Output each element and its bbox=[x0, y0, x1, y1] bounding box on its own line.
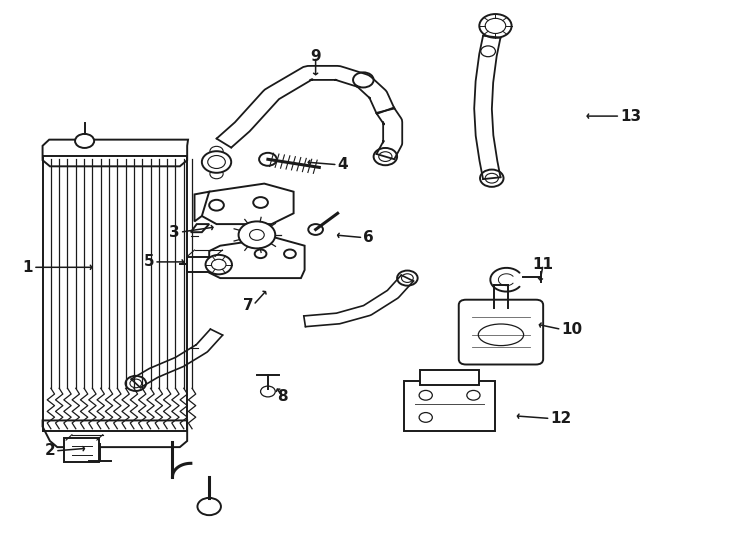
Circle shape bbox=[239, 221, 275, 248]
Polygon shape bbox=[43, 421, 187, 447]
Circle shape bbox=[481, 46, 495, 57]
Circle shape bbox=[485, 18, 506, 33]
Circle shape bbox=[210, 146, 223, 156]
Circle shape bbox=[480, 170, 504, 187]
Circle shape bbox=[206, 255, 232, 274]
Circle shape bbox=[253, 197, 268, 208]
Circle shape bbox=[130, 379, 142, 388]
Text: 9: 9 bbox=[310, 49, 321, 64]
Circle shape bbox=[197, 498, 221, 515]
Circle shape bbox=[401, 274, 413, 282]
Text: 5: 5 bbox=[144, 254, 154, 269]
Text: 7: 7 bbox=[243, 298, 253, 313]
Text: 6: 6 bbox=[363, 230, 374, 245]
Circle shape bbox=[210, 161, 223, 171]
Polygon shape bbox=[43, 140, 188, 166]
Polygon shape bbox=[209, 238, 305, 278]
Circle shape bbox=[75, 134, 94, 148]
Polygon shape bbox=[195, 192, 209, 221]
Circle shape bbox=[419, 413, 432, 422]
Circle shape bbox=[202, 151, 231, 173]
Text: 10: 10 bbox=[562, 322, 583, 337]
Circle shape bbox=[397, 271, 418, 286]
Circle shape bbox=[308, 224, 323, 235]
Circle shape bbox=[284, 249, 296, 258]
Polygon shape bbox=[202, 184, 294, 224]
Text: 3: 3 bbox=[170, 225, 180, 240]
FancyBboxPatch shape bbox=[420, 370, 479, 385]
Circle shape bbox=[467, 390, 480, 400]
Circle shape bbox=[209, 200, 224, 211]
Circle shape bbox=[479, 14, 512, 38]
Circle shape bbox=[210, 154, 223, 164]
Text: 12: 12 bbox=[550, 411, 572, 426]
Circle shape bbox=[210, 169, 223, 179]
Circle shape bbox=[211, 259, 226, 270]
Circle shape bbox=[259, 153, 277, 166]
FancyBboxPatch shape bbox=[404, 381, 495, 431]
Text: 8: 8 bbox=[277, 389, 288, 404]
Circle shape bbox=[261, 386, 275, 397]
Text: 11: 11 bbox=[533, 257, 553, 272]
Circle shape bbox=[379, 152, 392, 161]
FancyBboxPatch shape bbox=[64, 438, 99, 462]
Text: 1: 1 bbox=[23, 260, 33, 275]
Circle shape bbox=[485, 173, 498, 183]
Circle shape bbox=[353, 72, 374, 87]
Polygon shape bbox=[191, 224, 209, 232]
Text: 13: 13 bbox=[620, 109, 642, 124]
Text: 2: 2 bbox=[44, 443, 55, 458]
Text: 4: 4 bbox=[338, 157, 348, 172]
Circle shape bbox=[208, 156, 225, 168]
Polygon shape bbox=[187, 256, 215, 272]
Circle shape bbox=[419, 390, 432, 400]
Circle shape bbox=[250, 230, 264, 240]
Circle shape bbox=[255, 249, 266, 258]
FancyBboxPatch shape bbox=[459, 300, 543, 365]
Circle shape bbox=[126, 376, 146, 391]
Circle shape bbox=[374, 148, 397, 165]
